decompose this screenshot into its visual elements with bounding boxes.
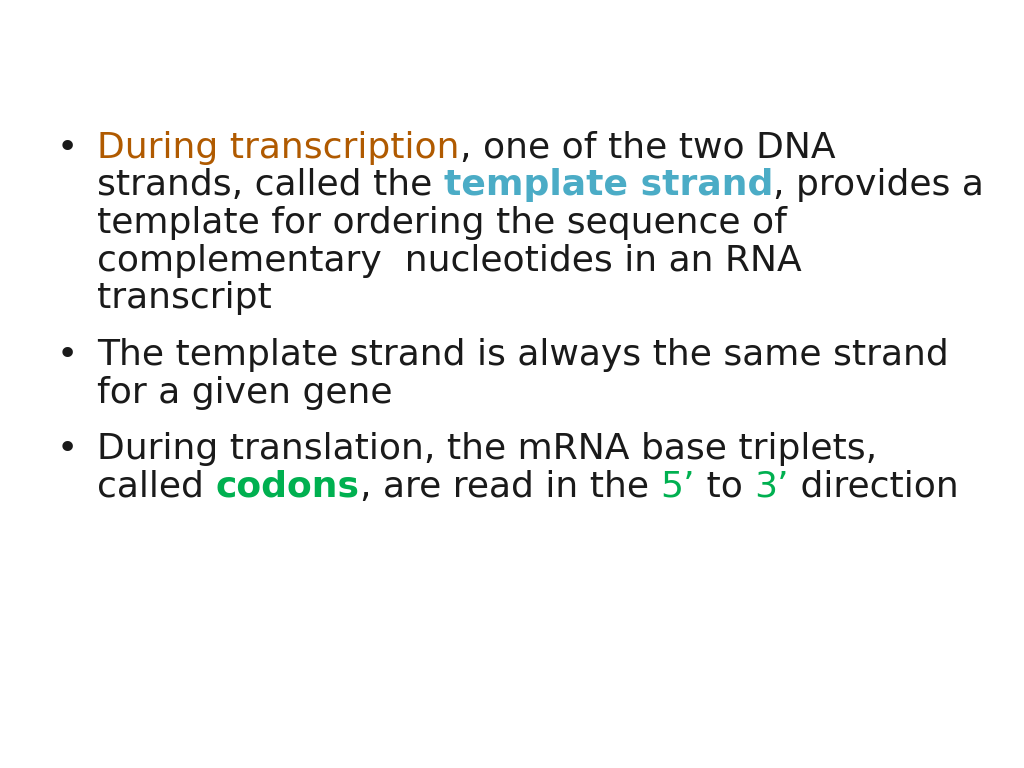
- Text: •: •: [56, 432, 78, 466]
- Text: During translation, the mRNA base triplets,: During translation, the mRNA base triple…: [97, 432, 878, 466]
- Text: •: •: [56, 131, 78, 164]
- Text: transcript: transcript: [97, 281, 272, 316]
- Text: complementary  nucleotides in an RNA: complementary nucleotides in an RNA: [97, 243, 802, 278]
- Text: direction: direction: [788, 470, 958, 504]
- Text: called: called: [97, 470, 216, 504]
- Text: to: to: [694, 470, 754, 504]
- Text: template for ordering the sequence of: template for ordering the sequence of: [97, 206, 787, 240]
- Text: The template strand is always the same strand: The template strand is always the same s…: [97, 338, 949, 372]
- Text: for a given gene: for a given gene: [97, 376, 393, 409]
- Text: template strand: template strand: [444, 168, 773, 202]
- Text: codons: codons: [216, 470, 359, 504]
- Text: , one of the two DNA: , one of the two DNA: [460, 131, 836, 164]
- Text: •: •: [56, 338, 78, 372]
- Text: , provides a: , provides a: [773, 168, 984, 202]
- Text: 3’: 3’: [754, 470, 788, 504]
- Text: , are read in the: , are read in the: [359, 470, 660, 504]
- Text: strands, called the: strands, called the: [97, 168, 444, 202]
- Text: 5’: 5’: [660, 470, 694, 504]
- Text: During transcription: During transcription: [97, 131, 460, 164]
